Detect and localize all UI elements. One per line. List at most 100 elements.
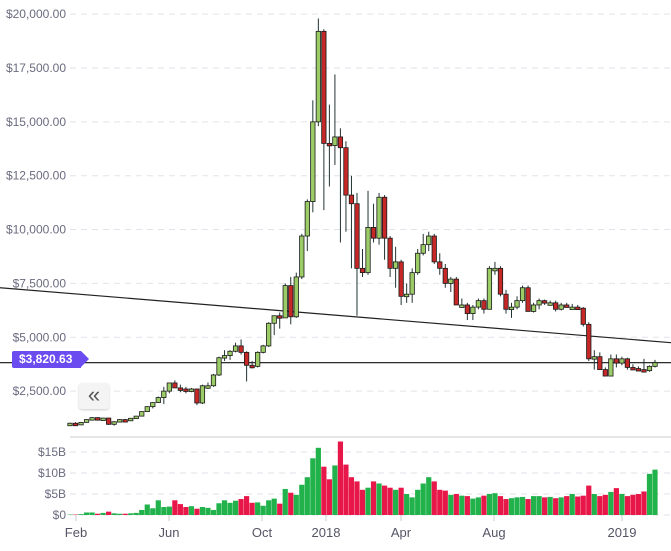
candle-body [514,300,520,308]
candle-body [72,422,79,427]
candle-body [376,196,382,239]
volume-bar [641,491,647,515]
volume-bar [122,513,128,515]
candle-body [106,417,112,425]
y-tick-label: $20,000.00 [6,7,66,21]
volume-bar [486,494,493,515]
volume-bar [613,488,619,515]
volume-bar [464,496,470,515]
y-tick-label: $5,000.00 [13,330,67,344]
volume-bar [475,497,481,515]
volume-bar [277,503,283,515]
candle-body [315,30,321,123]
candle-body [155,397,161,403]
volume-bar [255,502,261,515]
candle-body [597,356,603,370]
volume-bar [564,496,570,515]
current-price-badge: $3,820.63 [12,351,90,368]
candle-body [420,244,426,254]
volume-bar [194,508,200,515]
volume-bar [78,514,84,515]
volume-bar [481,495,487,515]
volume-bar [210,509,217,515]
candle-body [221,355,228,359]
candle-body [569,306,575,311]
volume-bar [282,488,288,515]
volume-bar [343,464,349,515]
candle-body [558,304,564,310]
volume-bar [630,494,636,515]
candle-body [635,368,642,372]
candle-body [144,406,150,413]
volume-bar [602,494,608,515]
candle-body [481,300,487,310]
candle-body [348,194,355,205]
candle-body [293,276,299,318]
candle-body [398,261,404,297]
y-tick-label: $2,500.00 [13,384,67,398]
volume-bar [575,496,581,515]
volume-bar [83,512,90,515]
candle-body [89,417,95,421]
candle-body [183,388,189,392]
x-tick-label: Oct [252,525,273,540]
volume-bar [420,483,426,515]
volume-bar [183,507,189,515]
volume-bar [519,496,526,515]
volume-bar [111,513,117,515]
candle-body [508,306,515,311]
candle-body [128,417,134,422]
candle-body [94,417,101,421]
candle-body [497,267,504,295]
candle-body [326,142,332,147]
volume-bar [370,481,377,515]
volume-bar [326,479,332,515]
x-tick-label: Jun [159,525,180,540]
candle-body [630,367,636,371]
volume-bar [619,494,625,515]
volume-bar [381,485,388,515]
volume-bar [442,490,448,515]
candle-body [299,235,305,278]
collapse-panel-button[interactable]: « [79,383,109,409]
candle-body [359,267,366,274]
volume-bar [547,496,553,515]
candle-body [83,419,90,423]
candle-body [437,261,443,269]
candle-body [575,306,581,311]
volume-bar [188,506,195,515]
candle-body [277,315,283,319]
volume-bar [199,507,206,515]
candle-body [530,304,537,312]
volume-bar [597,496,603,515]
volume-bar [448,494,454,515]
volume-bar [266,500,272,515]
volume-bar [315,447,321,515]
candle-body [381,196,388,239]
candle-body [216,357,222,376]
candle-body [646,365,653,372]
candle-body [227,350,233,356]
volume-bar [166,506,172,515]
volume-bar [89,512,95,515]
candle-body [475,300,481,308]
candle-body [608,358,614,377]
volume-bar [304,477,310,515]
volume-bar [553,498,559,515]
y-tick-label: $10,000.00 [6,223,66,237]
volume-bar [288,492,294,515]
volume-bar [332,465,338,515]
volume-tick-label: $15B [38,445,66,459]
volume-bar [624,496,631,515]
volume-bar [646,473,653,515]
x-tick-label: Aug [482,525,505,540]
candle-body [519,287,526,302]
volume-bar [580,495,586,515]
candle-body [260,345,266,353]
volume-bar [216,503,222,515]
candle-body [409,272,415,295]
candle-body [122,419,128,423]
candle-body [321,30,327,144]
candle-body [613,358,619,364]
